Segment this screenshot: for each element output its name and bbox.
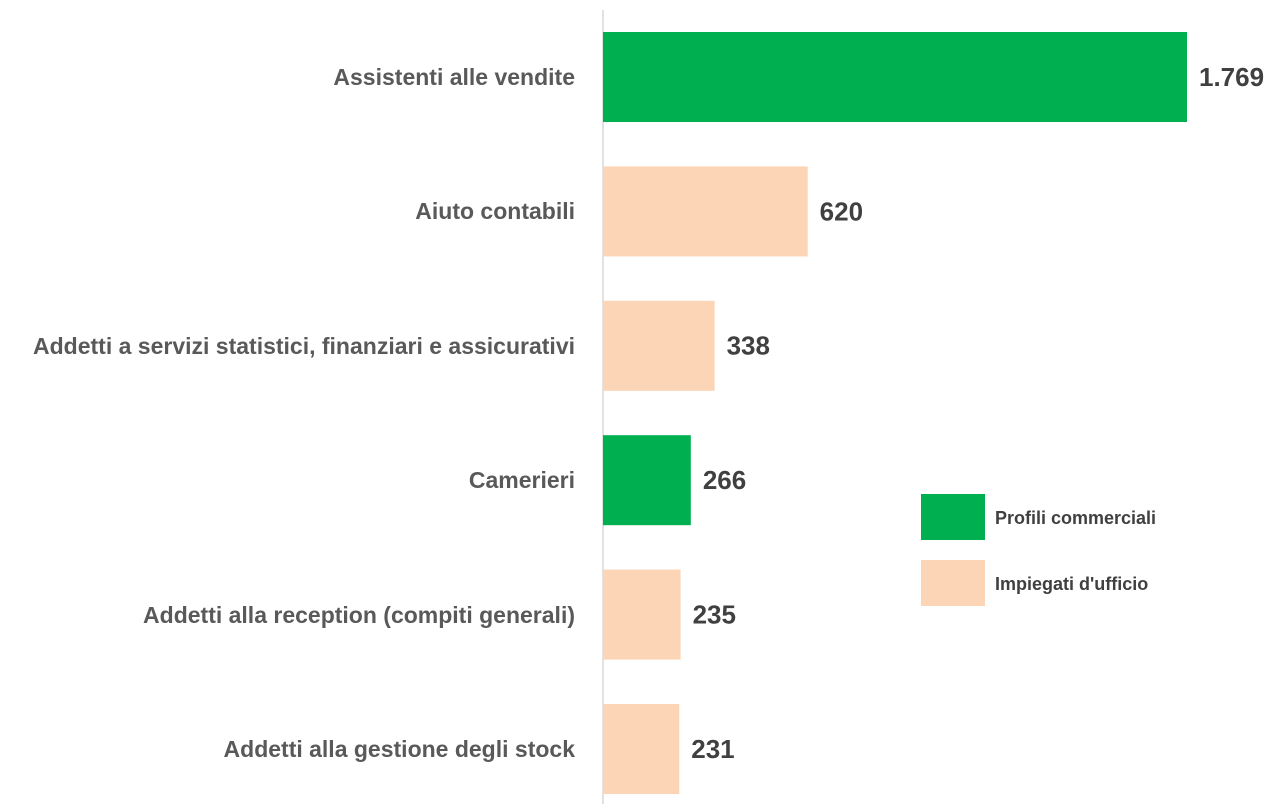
bar bbox=[603, 300, 715, 391]
value-label: 1.769 bbox=[1199, 62, 1264, 92]
value-label: 266 bbox=[703, 465, 746, 495]
legend-label: Impiegati d'ufficio bbox=[995, 574, 1148, 594]
bar bbox=[603, 704, 680, 794]
value-label: 620 bbox=[820, 196, 863, 226]
category-label: Aiuto contabili bbox=[415, 198, 575, 225]
value-label: 231 bbox=[691, 734, 734, 764]
bar bbox=[603, 32, 1187, 122]
category-label: Assistenti alle vendite bbox=[333, 64, 575, 90]
legend-swatch bbox=[921, 494, 985, 540]
bar bbox=[603, 166, 808, 257]
value-label: 338 bbox=[727, 331, 770, 361]
legend-swatch bbox=[921, 560, 985, 606]
category-label: Addetti alla reception (compiti generali… bbox=[143, 601, 575, 628]
bar bbox=[603, 569, 681, 660]
bar bbox=[603, 435, 691, 526]
value-label: 235 bbox=[693, 599, 736, 629]
category-label: Addetti a servizi statistici, finanziari… bbox=[33, 332, 575, 359]
category-label: Addetti alla gestione degli stock bbox=[223, 736, 575, 762]
legend-label: Profili commerciali bbox=[995, 508, 1156, 528]
category-label: Camerieri bbox=[468, 467, 575, 494]
